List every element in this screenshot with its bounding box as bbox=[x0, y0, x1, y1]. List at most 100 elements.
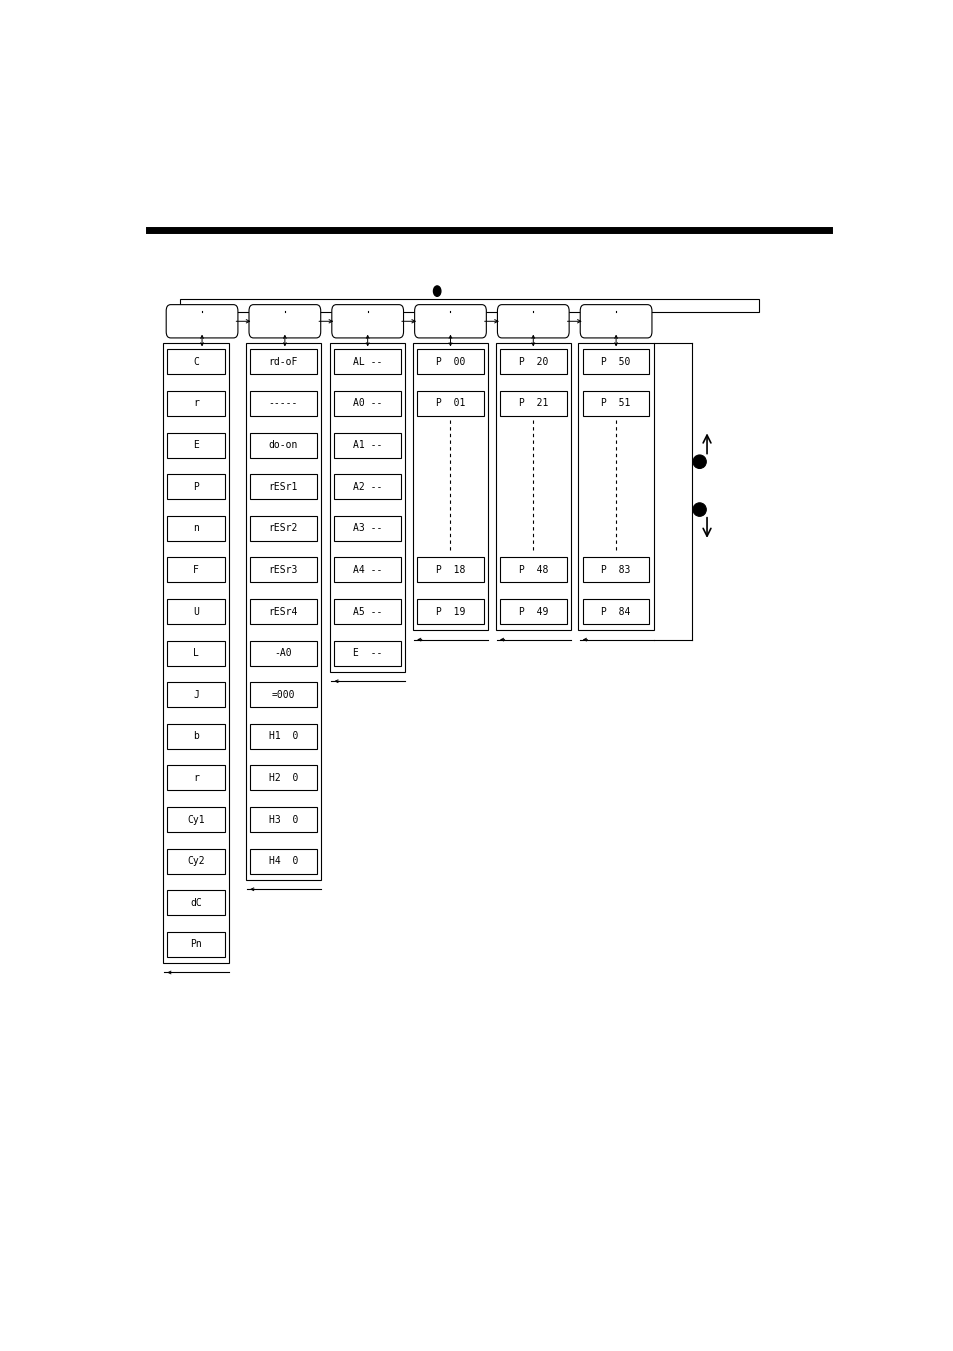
Bar bbox=[167, 890, 225, 915]
Text: A1 --: A1 -- bbox=[353, 440, 382, 450]
Bar bbox=[499, 350, 566, 374]
Bar bbox=[250, 432, 316, 458]
Text: -A0: -A0 bbox=[274, 648, 292, 658]
Text: U: U bbox=[193, 607, 199, 616]
Bar bbox=[582, 390, 649, 416]
Bar bbox=[499, 390, 566, 416]
FancyBboxPatch shape bbox=[415, 304, 486, 338]
Bar bbox=[250, 766, 316, 790]
Text: C: C bbox=[193, 357, 199, 367]
Text: P  19: P 19 bbox=[436, 607, 465, 616]
Bar bbox=[180, 300, 758, 312]
Bar bbox=[582, 350, 649, 374]
Text: rESr1: rESr1 bbox=[269, 482, 297, 492]
Text: =000: =000 bbox=[272, 690, 294, 700]
Bar bbox=[167, 558, 225, 582]
Text: P  20: P 20 bbox=[518, 357, 547, 367]
Text: A2 --: A2 -- bbox=[353, 482, 382, 492]
Text: P  21: P 21 bbox=[518, 399, 547, 408]
Text: E: E bbox=[193, 440, 199, 450]
Bar bbox=[250, 598, 316, 624]
Text: rESr3: rESr3 bbox=[269, 565, 297, 576]
Bar bbox=[250, 350, 316, 374]
Bar bbox=[250, 848, 316, 874]
Bar bbox=[582, 558, 649, 582]
Text: E  --: E -- bbox=[353, 648, 382, 658]
Bar bbox=[167, 640, 225, 666]
Bar bbox=[335, 474, 400, 499]
Text: rd-oF: rd-oF bbox=[269, 357, 297, 367]
Text: P  50: P 50 bbox=[600, 357, 630, 367]
Bar bbox=[250, 682, 316, 707]
Text: H1  0: H1 0 bbox=[269, 731, 297, 742]
Circle shape bbox=[433, 286, 440, 296]
Bar bbox=[167, 848, 225, 874]
Bar bbox=[335, 432, 400, 458]
Text: P  01: P 01 bbox=[436, 399, 465, 408]
FancyBboxPatch shape bbox=[579, 304, 651, 338]
Bar bbox=[335, 640, 400, 666]
Bar bbox=[167, 390, 225, 416]
Bar bbox=[335, 350, 400, 374]
Text: L: L bbox=[193, 648, 199, 658]
Text: P: P bbox=[193, 482, 199, 492]
Bar bbox=[167, 516, 225, 540]
Bar bbox=[335, 516, 400, 540]
FancyBboxPatch shape bbox=[166, 304, 237, 338]
FancyBboxPatch shape bbox=[497, 304, 569, 338]
Bar bbox=[246, 343, 321, 880]
Text: -----: ----- bbox=[269, 399, 297, 408]
Text: P  83: P 83 bbox=[600, 565, 630, 576]
Text: P  51: P 51 bbox=[600, 399, 630, 408]
Text: rESr2: rESr2 bbox=[269, 523, 297, 534]
Bar bbox=[167, 474, 225, 499]
Bar bbox=[250, 558, 316, 582]
Bar bbox=[330, 343, 405, 671]
Text: J: J bbox=[193, 690, 199, 700]
Text: n: n bbox=[193, 523, 199, 534]
Bar bbox=[335, 598, 400, 624]
Text: Cy2: Cy2 bbox=[187, 857, 205, 866]
Text: F: F bbox=[193, 565, 199, 576]
Bar bbox=[413, 343, 488, 630]
Bar bbox=[335, 390, 400, 416]
Bar bbox=[250, 724, 316, 748]
Bar bbox=[416, 350, 483, 374]
Text: P  00: P 00 bbox=[436, 357, 465, 367]
Bar bbox=[167, 598, 225, 624]
Bar bbox=[250, 474, 316, 499]
Ellipse shape bbox=[692, 455, 705, 469]
Text: H4  0: H4 0 bbox=[269, 857, 297, 866]
Bar bbox=[167, 432, 225, 458]
Bar bbox=[499, 558, 566, 582]
Bar bbox=[578, 343, 653, 630]
Text: AL --: AL -- bbox=[353, 357, 382, 367]
Bar bbox=[250, 640, 316, 666]
Bar bbox=[416, 390, 483, 416]
Text: P  18: P 18 bbox=[436, 565, 465, 576]
FancyBboxPatch shape bbox=[332, 304, 403, 338]
Bar bbox=[582, 598, 649, 624]
Bar bbox=[335, 558, 400, 582]
Ellipse shape bbox=[692, 503, 705, 516]
Text: rESr4: rESr4 bbox=[269, 607, 297, 616]
Bar bbox=[167, 766, 225, 790]
Text: H2  0: H2 0 bbox=[269, 773, 297, 784]
Text: r: r bbox=[193, 399, 199, 408]
Text: A4 --: A4 -- bbox=[353, 565, 382, 576]
Bar bbox=[495, 343, 571, 630]
Text: P  48: P 48 bbox=[518, 565, 547, 576]
Text: P  49: P 49 bbox=[518, 607, 547, 616]
Bar bbox=[250, 807, 316, 832]
Text: P  84: P 84 bbox=[600, 607, 630, 616]
Bar bbox=[499, 598, 566, 624]
Text: H3  0: H3 0 bbox=[269, 815, 297, 824]
Bar bbox=[416, 558, 483, 582]
Bar bbox=[167, 724, 225, 748]
Bar bbox=[167, 932, 225, 957]
Text: do-on: do-on bbox=[269, 440, 297, 450]
Bar bbox=[167, 682, 225, 707]
Text: dC: dC bbox=[190, 898, 202, 908]
Text: b: b bbox=[193, 731, 199, 742]
Text: Pn: Pn bbox=[190, 939, 202, 950]
